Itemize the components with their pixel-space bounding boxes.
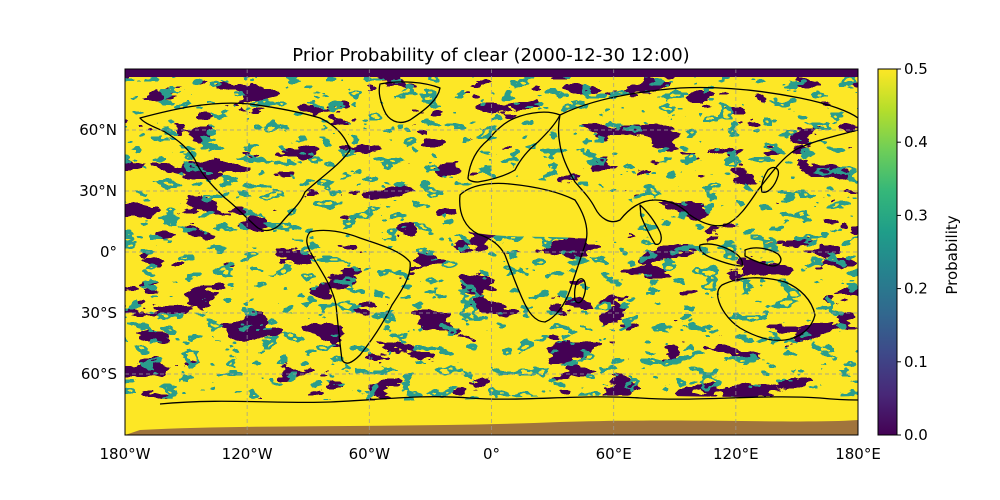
colorbar-tick-label: 0.5 bbox=[904, 60, 928, 78]
y-tick-label: 0° bbox=[100, 243, 117, 261]
colorbar-label: Probability bbox=[943, 215, 961, 294]
x-tick-label: 120°E bbox=[713, 445, 759, 463]
x-tick-label: 60°W bbox=[349, 445, 391, 463]
map-frame bbox=[124, 68, 859, 436]
y-tick-label: 60°N bbox=[79, 121, 117, 139]
x-axis-labels: 180°W 120°W 60°W 0° 60°E 120°E 180°E bbox=[100, 445, 881, 463]
y-tick-label: 60°S bbox=[81, 365, 117, 383]
coastlines bbox=[139, 81, 858, 405]
x-tick-label: 60°E bbox=[596, 445, 632, 463]
colorbar-tick-label: 0.2 bbox=[904, 280, 928, 298]
y-tick-label: 30°S bbox=[81, 304, 117, 322]
map-title: Prior Probability of clear (2000-12-30 1… bbox=[292, 45, 689, 66]
colorbar-tick-label: 0.4 bbox=[904, 133, 928, 151]
colorbar-tick-label: 0.1 bbox=[904, 353, 928, 371]
colorbar-ticks: 0.0 0.1 0.2 0.3 0.4 0.5 bbox=[897, 60, 928, 444]
y-tick-label: 30°N bbox=[79, 182, 117, 200]
x-tick-label: 0° bbox=[483, 445, 500, 463]
x-tick-label: 120°W bbox=[222, 445, 273, 463]
colorbar-tick-label: 0.3 bbox=[904, 206, 928, 224]
gridlines bbox=[125, 69, 858, 435]
colorbar-tick-label: 0.0 bbox=[904, 426, 928, 444]
colorbar-gradient bbox=[877, 68, 898, 436]
y-axis-labels: 60°N 30°N 0° 30°S 60°S bbox=[79, 121, 117, 383]
x-tick-label: 180°W bbox=[100, 445, 151, 463]
x-tick-label: 180°E bbox=[835, 445, 881, 463]
colorbar: 0.0 0.1 0.2 0.3 0.4 0.5 Probability bbox=[877, 60, 961, 444]
